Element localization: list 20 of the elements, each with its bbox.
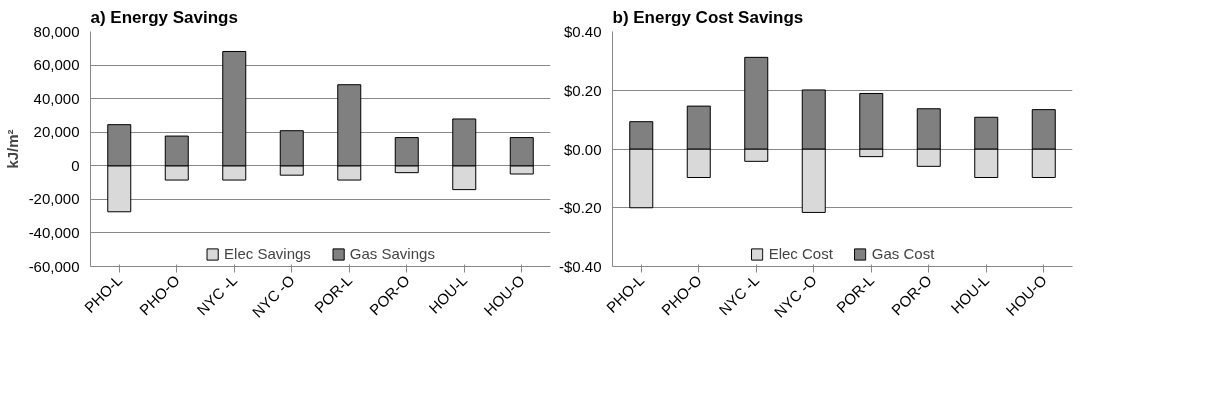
y-tick-label: -20,000 xyxy=(28,190,80,208)
y-tick-label: -60,000 xyxy=(28,257,80,275)
y-tick-label: $0.40 xyxy=(563,23,602,40)
legend-label: Gas Cost xyxy=(871,245,935,262)
y-tick-label: -$0.20 xyxy=(558,199,602,217)
chart-title: a) Energy Savings xyxy=(90,7,238,27)
y-tick-label: -$0.40 xyxy=(558,258,602,275)
legend-label: Gas Savings xyxy=(349,245,435,262)
y-tick-label: $0.00 xyxy=(563,140,602,158)
y-tick-label: 20,000 xyxy=(33,123,80,141)
y-tick-label: $0.20 xyxy=(563,81,602,99)
y-tick-label: 40,000 xyxy=(33,89,80,107)
y-axis-title: kJ/m² xyxy=(3,129,21,169)
y-tick-label: 80,000 xyxy=(33,22,80,40)
y-tick-label: 0 xyxy=(71,156,80,174)
legend-label: Elec Savings xyxy=(224,245,311,262)
legend-label: Elec Cost xyxy=(768,245,833,262)
chart-title: b) Energy Cost Savings xyxy=(612,7,804,27)
y-tick-label: -40,000 xyxy=(28,223,80,241)
y-tick-label: 60,000 xyxy=(33,56,80,74)
